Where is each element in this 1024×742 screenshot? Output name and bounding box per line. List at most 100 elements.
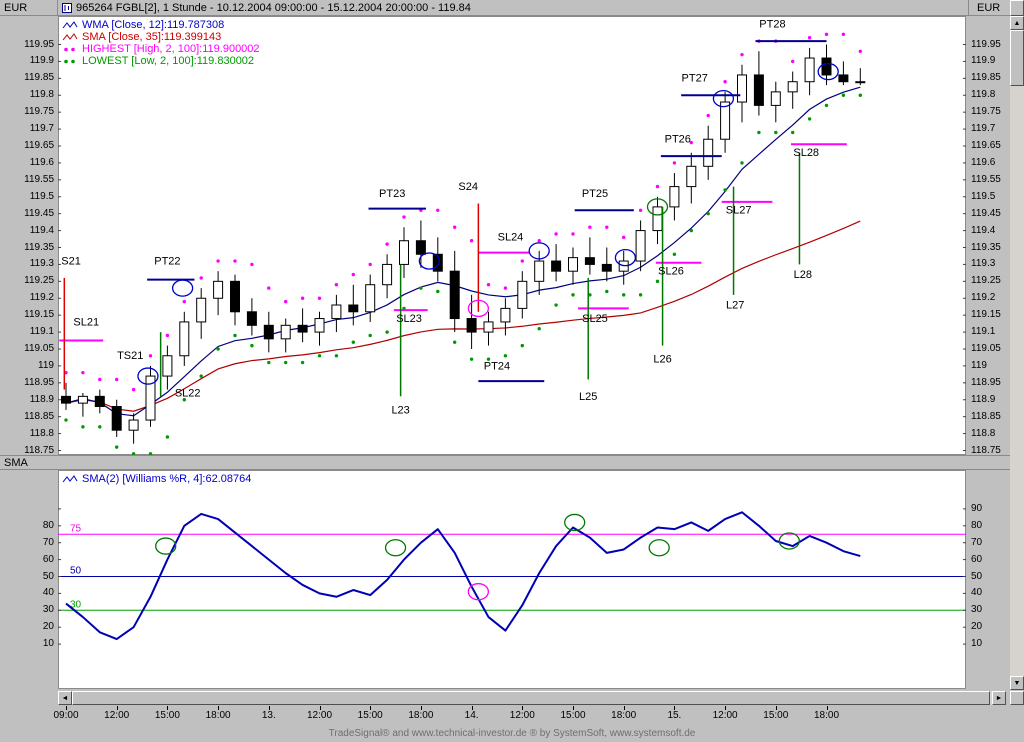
candle-body [770, 91, 781, 106]
lowest-dot [841, 93, 846, 97]
osc-tick-marks [58, 508, 966, 645]
price-tick-label: 119.15 [24, 309, 54, 321]
highest-dot [672, 161, 677, 165]
legend-item-3: LOWEST [Low, 2, 100]:119.830002 [62, 55, 260, 67]
horizontal-scroll-thumb[interactable] [72, 691, 990, 705]
legend-label: SMA [Close, 35]:119.399143 [82, 31, 222, 43]
price-tick-label: 119 [38, 359, 54, 371]
osc-ref-label: 75 [70, 523, 82, 534]
highest-dot [841, 32, 846, 37]
lowest-dot [317, 354, 322, 358]
time-tick-mark [674, 706, 676, 710]
highest-dot [64, 370, 68, 375]
time-tick-mark [471, 706, 473, 710]
highest-dot [689, 140, 693, 145]
vertical-scrollbar[interactable]: ▲ ▼ [1010, 16, 1024, 690]
price-tick-label: 118.95 [24, 376, 54, 388]
signal-circle [418, 252, 441, 270]
price-tick-label: 118.9 [971, 393, 996, 405]
lowest-dot [419, 286, 423, 290]
chart-title: 965264 FGBL[2], 1 Stunde - 10.12.2004 09… [76, 1, 471, 14]
scroll-up-button[interactable]: ▲ [1010, 16, 1024, 30]
oscillator-chart[interactable]: 75 50 30 [58, 470, 966, 689]
horizontal-scroll-track[interactable] [72, 691, 992, 705]
oscillator-legend: SMA(2) [Williams %R, 4]:62.08764 [62, 473, 251, 485]
highest-dot [858, 49, 862, 53]
lowest-dot [757, 130, 761, 135]
trade-label: PT24 [484, 360, 510, 372]
trade-label: SL23 [396, 313, 422, 325]
trade-label: SL22 [175, 387, 201, 399]
trade-label: PT25 [582, 188, 608, 200]
candle-body [838, 74, 849, 83]
price-tick-label: 119.25 [24, 275, 54, 287]
highest-dot [334, 283, 339, 287]
osc-tick-label: 50 [42, 570, 54, 582]
trade-label: PT22 [154, 255, 180, 267]
price-tick-label: 119.35 [24, 241, 54, 253]
lowest-dot [368, 333, 372, 338]
price-tick-label: 119.05 [24, 343, 54, 354]
osc-tick-label: 10 [42, 638, 54, 650]
osc-ref-label: 30 [70, 599, 82, 610]
time-tick-label: 15:00 [154, 710, 180, 721]
signal-circle [646, 198, 669, 216]
candle-body [534, 260, 545, 282]
price-tick-label: 119.45 [971, 207, 1001, 219]
candle-body [720, 101, 731, 140]
trade-label: PT27 [682, 73, 708, 85]
footer-text: TradeSignal® and www.technical-investor.… [328, 727, 696, 739]
scroll-down-button[interactable]: ▼ [1010, 676, 1024, 690]
time-tick-mark [66, 706, 67, 710]
time-tick-mark [522, 706, 524, 710]
highest-dot [402, 215, 406, 219]
candle-body [686, 165, 697, 188]
osc-signal-circle [155, 537, 177, 555]
time-tick-mark [775, 706, 777, 710]
scroll-right-button[interactable]: ► [992, 691, 1006, 705]
price-tick-label: 118.75 [971, 444, 1001, 456]
candle-body [145, 375, 156, 421]
time-tick-label: 15:00 [560, 710, 586, 721]
candle-body [365, 284, 376, 313]
price-tick-label: 119.45 [24, 207, 54, 219]
highest-dot [131, 387, 136, 392]
highest-dot [115, 377, 119, 382]
scroll-left-button[interactable]: ◄ [58, 691, 72, 705]
panel-splitter[interactable]: SMA [0, 455, 1010, 470]
vertical-scroll-thumb[interactable] [1010, 30, 1024, 86]
trade-label: SL24 [498, 232, 524, 244]
candlestick-chart[interactable]: S21 SL21 TS21 SL22 PT22 PT23 SL23 L23 S24 SL24 PT2… [58, 16, 966, 455]
trade-label: PT26 [665, 134, 691, 146]
lowest-dot [791, 130, 795, 135]
price-tick-label: 119.65 [24, 140, 54, 151]
candle-body [584, 257, 595, 265]
time-tick-label: 18:00 [205, 710, 231, 721]
price-tick-label: 118.8 [971, 427, 996, 439]
highest-dot [267, 286, 271, 290]
time-tick-label: 15:00 [357, 710, 383, 721]
candle-body [483, 321, 494, 333]
candle-body [246, 311, 257, 326]
lowest-dot [858, 93, 862, 97]
highest-dot [98, 377, 102, 382]
price-tick-label: 119.5 [29, 190, 54, 202]
legend-label: LOWEST [Low, 2, 100]:119.830002 [82, 55, 255, 67]
window-corner-button[interactable] [1010, 0, 1024, 16]
highest-dot [520, 259, 524, 263]
osc-tick-label: 50 [971, 570, 983, 582]
chart-title-bar[interactable]: 965264 FGBL[2], 1 Stunde - 10.12.2004 09… [58, 0, 968, 16]
candle-body [635, 230, 646, 262]
lowest-dot [571, 293, 575, 297]
price-tick-label: 119.75 [971, 106, 1001, 118]
trade-label: L28 [794, 269, 812, 281]
price-tick-label: 119.1 [29, 326, 54, 338]
lowest-dot [199, 374, 203, 378]
highest-dot [368, 262, 372, 267]
time-tick-mark [218, 706, 220, 710]
lowest-dot [453, 340, 457, 344]
price-tick-label: 118.85 [24, 410, 54, 422]
sma-line [65, 220, 861, 412]
candle-body [601, 263, 612, 272]
candle-body [737, 74, 747, 103]
